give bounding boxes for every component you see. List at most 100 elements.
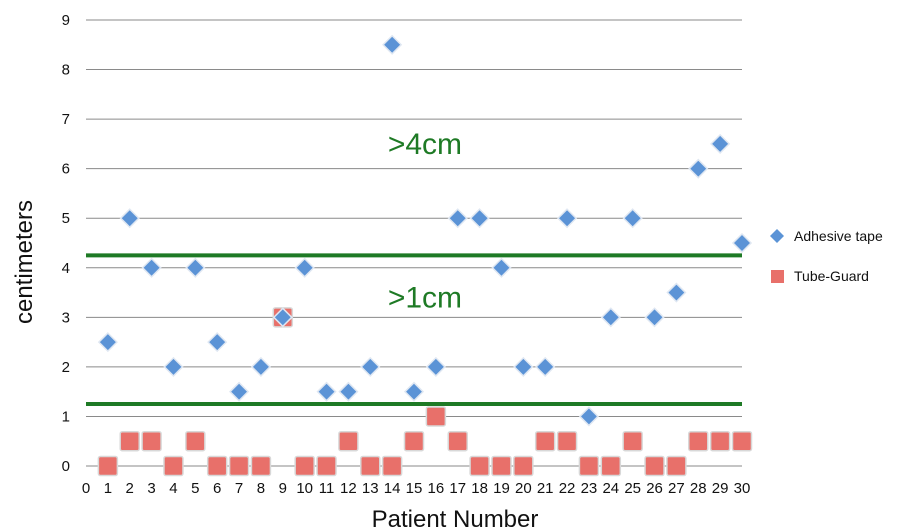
- adhesive-tape-point: [207, 332, 228, 353]
- gridlines: [86, 19, 742, 467]
- x-tick-label: 4: [169, 480, 177, 497]
- adhesive-tape-point: [578, 406, 599, 427]
- x-tick-label: 24: [602, 480, 619, 497]
- x-tick-label: 22: [559, 480, 576, 497]
- adhesive-tape-point: [710, 133, 731, 154]
- x-tick-label: 28: [690, 480, 707, 497]
- adhesive-tape-point: [163, 356, 184, 377]
- x-tick-label: 13: [362, 480, 379, 497]
- tube-guard-point: [163, 455, 184, 477]
- tube-guard-point: [185, 430, 206, 452]
- y-axis-title: centimeters: [11, 200, 38, 324]
- adhesive-tape-point: [513, 356, 534, 377]
- legend-label-adhesive-tape: Adhesive tape: [794, 228, 883, 244]
- y-tick-label: 2: [62, 359, 70, 376]
- adhesive-tape-point: [185, 257, 206, 278]
- tube-guard-point: [709, 430, 731, 452]
- x-tick-label: 18: [471, 480, 488, 497]
- adhesive-tape-point: [382, 34, 403, 55]
- x-tick-label: 26: [646, 480, 663, 497]
- tube-guard-point: [360, 455, 381, 477]
- x-tick-label: 1: [104, 480, 112, 497]
- tube-guard-point: [600, 455, 622, 477]
- adhesive-tape-point: [360, 356, 381, 377]
- x-tick-label: 27: [668, 480, 685, 497]
- y-tick-label: 8: [62, 62, 70, 79]
- adhesive-tape-point: [119, 208, 140, 229]
- tube-guard-point: [491, 455, 512, 477]
- legend-marker-adhesive-tape: [770, 229, 784, 243]
- zone-annotations: >4cm >1cm: [388, 128, 462, 315]
- x-tick-label: 30: [734, 480, 751, 497]
- adhesive-tape-point: [644, 307, 665, 328]
- tube-guard-point: [250, 455, 272, 477]
- adhesive-tape-point: [272, 307, 293, 328]
- x-tick-label: 10: [296, 480, 313, 497]
- x-tick-labels: 0 1 2 3 4 5 6 7 8 9 10 11 12 13 14 15 16 17 18 19 20 21 22 23 24…: [82, 480, 751, 497]
- tube-guard-point: [644, 455, 665, 477]
- tube-guard-point: [688, 430, 709, 452]
- x-tick-label: 21: [537, 480, 554, 497]
- y-tick-labels: 0 1 2 3 4 5 6 7 8 9: [62, 12, 70, 475]
- tube-guard-point: [316, 455, 337, 477]
- tube-guard-point: [228, 455, 250, 477]
- reference-lines: [86, 253, 742, 407]
- x-tick-label: 25: [624, 480, 641, 497]
- tube-guard-point: [97, 455, 119, 477]
- adhesive-tape-point: [338, 381, 359, 402]
- adhesive-tape-point: [731, 232, 753, 254]
- y-tick-label: 3: [62, 309, 70, 326]
- adhesive-tape-point: [688, 158, 709, 179]
- x-tick-label: 17: [449, 480, 466, 497]
- tube-guard-point: [556, 430, 578, 452]
- y-tick-label: 5: [62, 210, 70, 227]
- legend: Adhesive tape Tube-Guard: [770, 228, 883, 284]
- adhesive-tape-point: [535, 356, 556, 377]
- adhesive-tape-point: [557, 208, 578, 229]
- x-tick-label: 23: [581, 480, 598, 497]
- x-tick-label: 2: [126, 480, 134, 497]
- x-axis-title: Patient Number: [372, 506, 539, 530]
- zone-annotation: >1cm: [388, 282, 462, 315]
- tube-guard-point: [119, 430, 140, 452]
- tube-guard-point: [294, 455, 315, 477]
- y-tick-label: 7: [62, 111, 70, 128]
- y-tick-label: 1: [62, 408, 70, 425]
- y-tick-label: 6: [62, 161, 70, 178]
- x-tick-label: 3: [147, 480, 155, 497]
- adhesive-tape-point: [666, 282, 687, 303]
- tube-guard-point: [447, 430, 468, 452]
- zone-annotation: >4cm: [388, 128, 462, 161]
- x-tick-label: 0: [82, 480, 90, 497]
- adhesive-tape-point: [469, 208, 490, 229]
- adhesive-tape-point: [425, 356, 446, 377]
- x-tick-label: 15: [406, 480, 423, 497]
- adhesive-tape-point: [229, 381, 250, 402]
- y-tick-label: 4: [62, 260, 70, 277]
- adhesive-tape-point: [622, 208, 643, 229]
- legend-label-tube-guard: Tube-Guard: [794, 268, 869, 284]
- x-tick-label: 11: [319, 480, 335, 497]
- data-points: [97, 34, 753, 477]
- tube-guard-point: [141, 430, 162, 452]
- x-tick-label: 12: [340, 480, 357, 497]
- tube-guard-point: [425, 406, 447, 427]
- adhesive-tape-point: [316, 381, 337, 402]
- x-tick-label: 16: [428, 480, 445, 497]
- tube-guard-point: [622, 430, 643, 452]
- x-tick-label: 5: [191, 480, 199, 497]
- adhesive-tape-point: [97, 332, 118, 353]
- adhesive-tape-point: [403, 381, 425, 402]
- adhesive-tape-point: [491, 257, 512, 278]
- adhesive-tape-point: [294, 257, 315, 278]
- x-tick-label: 6: [213, 480, 221, 497]
- tube-guard-point: [731, 430, 753, 452]
- adhesive-tape-point: [600, 307, 621, 328]
- tube-guard-point: [534, 430, 556, 452]
- tube-guard-point: [206, 455, 228, 477]
- y-tick-label: 9: [62, 12, 70, 29]
- x-tick-label: 7: [235, 480, 243, 497]
- x-tick-label: 19: [493, 480, 510, 497]
- adhesive-tape-point: [141, 257, 162, 278]
- tube-guard-point: [469, 455, 490, 477]
